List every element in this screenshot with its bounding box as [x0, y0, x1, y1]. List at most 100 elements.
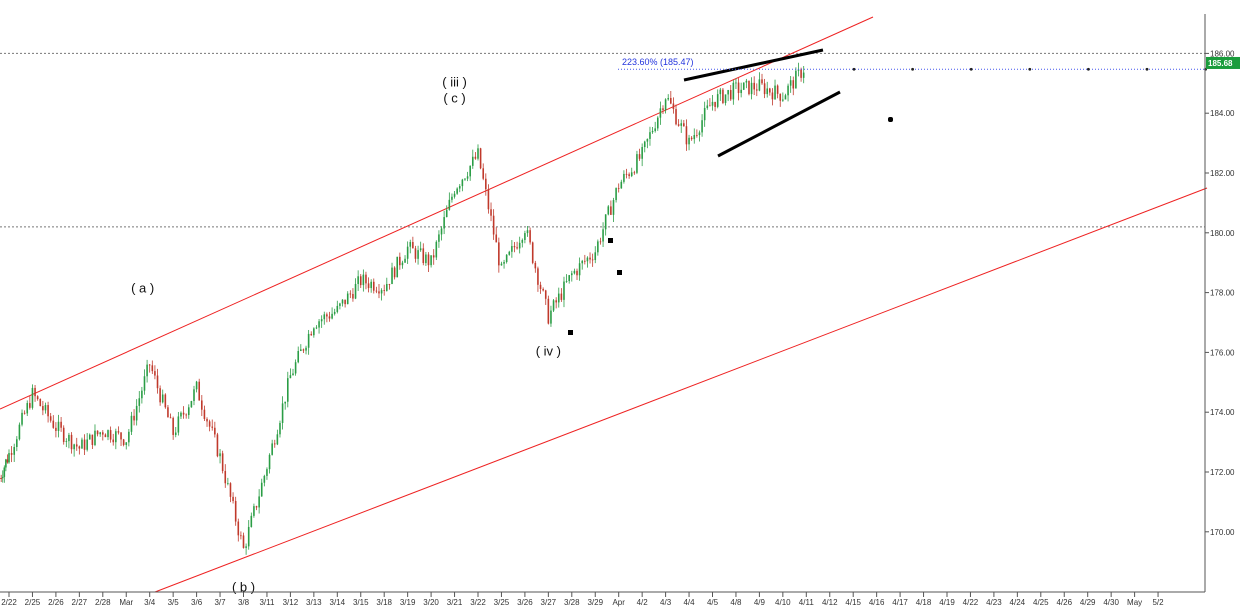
x-tick-label: 3/5 — [168, 598, 180, 607]
candle-body — [49, 416, 52, 421]
x-tick-label: 4/5 — [707, 598, 719, 607]
candle-body — [800, 69, 802, 78]
candle-body — [172, 417, 174, 435]
pivot-marker — [617, 270, 622, 275]
candle-body — [623, 173, 625, 182]
candle-body — [716, 94, 719, 107]
candle-body — [268, 454, 271, 470]
candle-body — [42, 406, 44, 411]
candle-body — [573, 270, 576, 274]
candle-body — [216, 434, 219, 457]
x-tick-label: 4/3 — [660, 598, 672, 607]
candle-body — [44, 405, 47, 411]
wave-label: ( iv ) — [536, 343, 561, 358]
x-tick-label: 3/6 — [191, 598, 203, 607]
candle-body — [294, 362, 297, 374]
candle-body — [581, 260, 584, 264]
candle-body — [91, 434, 94, 445]
candle-body — [779, 93, 782, 101]
candle-body — [391, 267, 393, 285]
candle-body — [401, 262, 404, 266]
x-tick-label: 4/18 — [916, 598, 932, 607]
candle-body — [537, 268, 539, 285]
candle-body — [711, 101, 714, 106]
candle-body — [62, 427, 65, 442]
candle-body — [742, 82, 745, 90]
candle-body — [516, 247, 518, 249]
candle-body — [237, 521, 240, 536]
candle-body — [229, 483, 232, 497]
candle-body — [60, 421, 62, 428]
candle-body — [638, 154, 641, 159]
candle-body — [696, 135, 698, 136]
candle-body — [138, 398, 141, 406]
candle-body — [482, 168, 485, 179]
candle-body — [487, 189, 490, 210]
candle-body — [539, 284, 542, 289]
candle-body — [471, 156, 474, 166]
candle-body — [557, 293, 560, 303]
candle-body — [571, 273, 573, 276]
last-price-tag: 185.68 — [1206, 56, 1240, 69]
candle-body — [740, 89, 742, 94]
candle-body — [591, 259, 594, 261]
pivot-marker — [608, 238, 613, 243]
candle-body — [656, 117, 659, 129]
candle-body — [47, 405, 49, 417]
candle-body — [524, 233, 526, 240]
candle-body — [526, 230, 529, 234]
candle-body — [102, 432, 104, 435]
wedge-upper-line — [683, 48, 824, 82]
candle-body — [458, 186, 461, 189]
candle-body — [479, 148, 482, 169]
candle-body — [3, 467, 6, 477]
x-tick-label: 4/29 — [1080, 598, 1096, 607]
x-tick-label: 3/7 — [214, 598, 226, 607]
x-tick-label: 3/21 — [447, 598, 463, 607]
candle-body — [737, 82, 740, 94]
candle-body — [16, 439, 18, 448]
x-tick-label: Apr — [612, 598, 625, 607]
candle-body — [109, 430, 112, 440]
candle-body — [399, 256, 401, 266]
candle-body — [34, 387, 36, 397]
candle-body — [498, 242, 500, 266]
candle-body — [409, 242, 412, 247]
candle-body — [529, 230, 531, 243]
last-price-value: 185.68 — [1208, 59, 1233, 68]
x-tick-label: 2/27 — [72, 598, 88, 607]
x-tick-label: 3/13 — [306, 598, 322, 607]
candle-body — [393, 267, 396, 278]
x-tick-label: 4/25 — [1033, 598, 1049, 607]
candle-body — [789, 80, 792, 86]
candle-body — [313, 328, 315, 336]
candle-body — [732, 82, 735, 100]
price-axis: 170.00 172.00 174.00 176.00 178.00 180.00 182.… — [1204, 14, 1235, 592]
candle-body — [39, 399, 42, 407]
x-tick-label: 4/4 — [683, 598, 695, 607]
candle-body — [451, 196, 453, 200]
projection-dot — [852, 67, 856, 71]
candle-body — [615, 188, 617, 201]
candle-body — [159, 388, 161, 403]
trend-channel — [0, 16, 1208, 593]
candle-body — [636, 154, 638, 173]
candle-body — [83, 439, 86, 450]
candle-body — [352, 293, 354, 299]
candle-body — [143, 376, 146, 391]
candle-body — [784, 95, 787, 100]
candle-body — [169, 417, 172, 419]
y-tick-label: 172.00 — [1210, 468, 1235, 477]
candle-body — [94, 430, 96, 445]
candle-body — [750, 82, 753, 95]
candle-body — [234, 500, 237, 522]
x-tick-label: 2/28 — [95, 598, 111, 607]
candle-body — [359, 276, 362, 286]
candle-body — [279, 422, 281, 435]
candle-body — [417, 250, 419, 259]
x-tick-label: 3/8 — [238, 598, 250, 607]
candle-body — [112, 439, 115, 443]
candle-body — [670, 98, 672, 104]
candle-body — [284, 401, 286, 404]
